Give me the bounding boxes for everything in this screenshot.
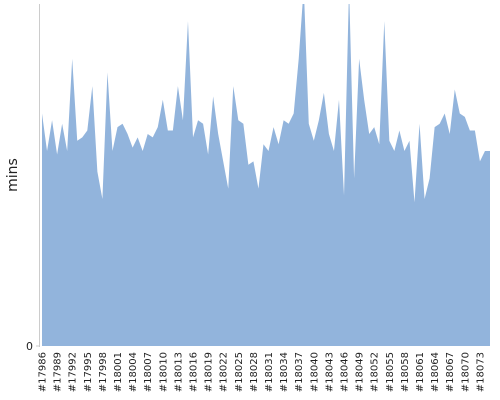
x-tick-label: #18001 — [113, 352, 124, 392]
x-tick-label: #18010 — [158, 352, 169, 392]
x-tick-label: #18046 — [340, 352, 351, 392]
x-tick-label: #18061 — [415, 352, 426, 392]
x-tick-label: #18058 — [400, 352, 411, 392]
x-tick-label: #17986 — [38, 352, 49, 392]
x-tick-label: #18064 — [430, 352, 441, 392]
x-tick-label: #17998 — [98, 352, 109, 392]
x-tick-label: #18067 — [445, 352, 456, 392]
x-tick-label: #18070 — [460, 352, 471, 392]
x-tick-label: #18022 — [219, 352, 230, 392]
x-tick-label: #18043 — [324, 352, 335, 392]
x-tick-label: #18052 — [370, 352, 381, 392]
x-tick-label: #18013 — [173, 352, 184, 392]
x-tick-label: #18031 — [264, 352, 275, 392]
x-tick-label: #18049 — [355, 352, 366, 392]
area — [42, 4, 490, 346]
x-tick-label: #18055 — [385, 352, 396, 392]
y-axis-label: mins — [5, 158, 21, 192]
x-tick-label: #18007 — [143, 352, 154, 392]
y-tick-label: 0 — [26, 340, 33, 353]
x-tick-label: #17989 — [53, 352, 64, 392]
x-tick-label: #18040 — [309, 352, 320, 392]
x-tick-label: #18073 — [475, 352, 486, 392]
x-tick-label: #18025 — [234, 352, 245, 392]
x-tick-label: #18004 — [128, 352, 139, 392]
x-tick-label: #17992 — [68, 352, 79, 392]
x-tick-label: #18034 — [279, 352, 290, 392]
x-tick-label: #18028 — [249, 352, 260, 392]
x-tick-label: #17995 — [83, 352, 94, 392]
x-tick-label: #18016 — [189, 352, 200, 392]
x-tick-label: #18019 — [204, 352, 215, 392]
x-tick-label: #18037 — [294, 352, 305, 392]
